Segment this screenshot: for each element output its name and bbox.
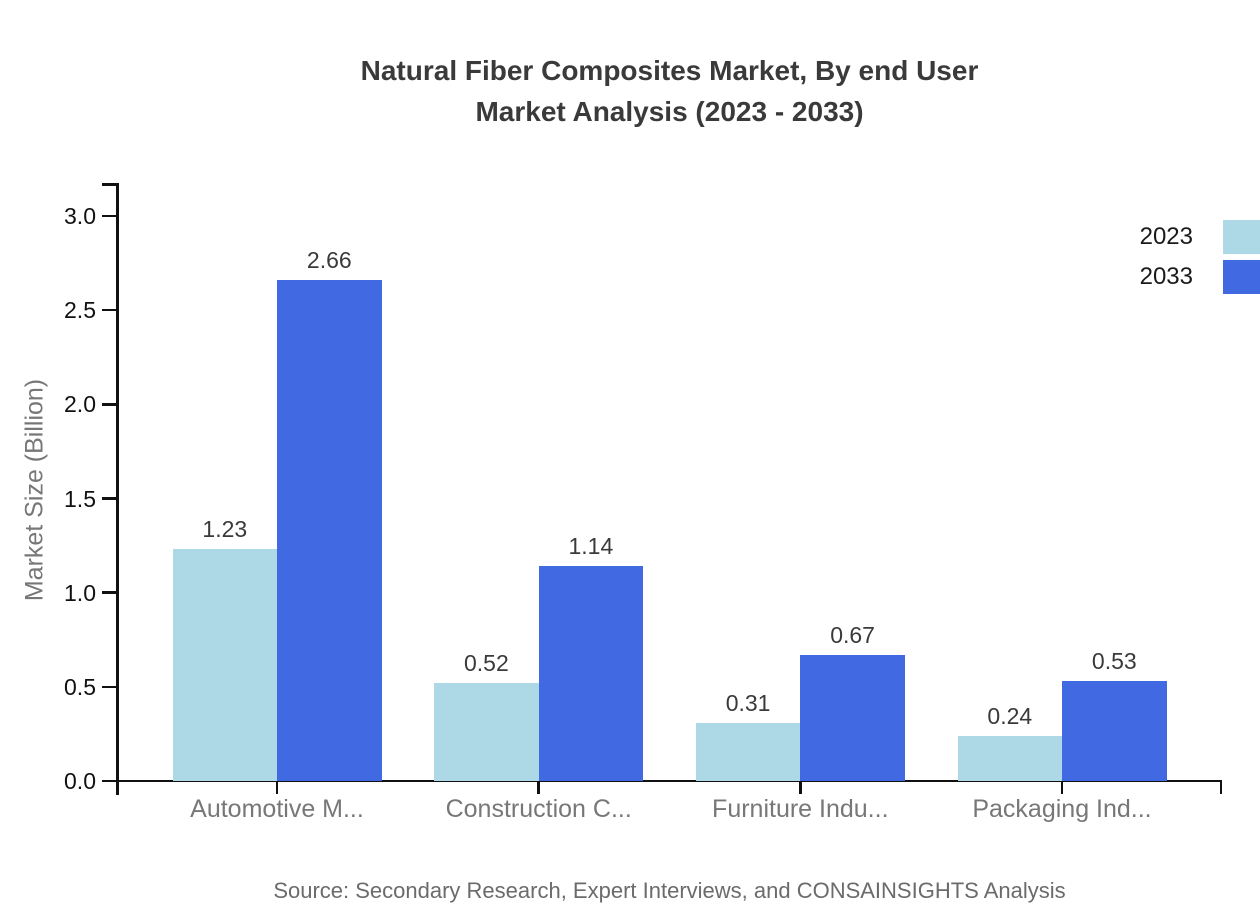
- y-axis-spine: [116, 183, 119, 795]
- x-tick-group2: [537, 782, 540, 794]
- x-category-label-3: Furniture Indu...: [712, 795, 889, 823]
- chart-title: Natural Fiber Composites Market, By end …: [118, 50, 1221, 132]
- legend-swatch-2023: [1223, 220, 1260, 254]
- x-category-label-1: Automotive M...: [190, 795, 364, 823]
- legend: 2023 2033: [1140, 220, 1260, 294]
- y-tick-label-2.5: 2.5: [64, 297, 96, 324]
- x-tick-group3: [799, 782, 802, 794]
- y-tick-label-0.0: 0.0: [64, 768, 96, 794]
- x-axis-right-cap: [1219, 781, 1222, 794]
- chart-title-line1: Natural Fiber Composites Market, By end …: [360, 55, 979, 86]
- chart-title-line2: Market Analysis (2023 - 2033): [475, 96, 864, 127]
- source-note: Source: Secondary Research, Expert Inter…: [273, 878, 1066, 903]
- legend-item-2033: 2033: [1140, 260, 1260, 294]
- bar-value-2023-group4: 0.24: [987, 702, 1033, 729]
- bar-value-2033-group2: 1.14: [568, 533, 614, 560]
- bar-value-2023-group1: 1.23: [202, 516, 248, 543]
- y-tick-3.0: [102, 214, 116, 218]
- legend-item-2023: 2023: [1140, 220, 1260, 254]
- legend-label-2023: 2023: [1139, 223, 1193, 250]
- y-tick-label-3.0: 3.0: [64, 203, 96, 229]
- bar-2033-group3: [800, 654, 905, 781]
- bar-value-2023-group3: 0.31: [725, 689, 771, 716]
- y-tick-label-1.0: 1.0: [64, 579, 96, 606]
- x-tick-group4: [1060, 782, 1064, 794]
- y-tick-0.5: [102, 685, 116, 689]
- bar-2033-group1: [277, 280, 382, 781]
- legend-swatch-2033: [1223, 260, 1260, 294]
- bar-2033-group4: [1062, 681, 1167, 781]
- x-category-label-2: Construction C...: [445, 795, 632, 823]
- bar-value-2033-group3: 0.67: [830, 621, 875, 648]
- y-tick-label-0.5: 0.5: [64, 673, 96, 700]
- y-tick-1.0: [102, 591, 116, 594]
- bar-2023-group3: [695, 722, 801, 781]
- y-tick-2.5: [102, 308, 116, 312]
- bar-2023-group4: [957, 735, 1062, 781]
- y-axis-top-cap: [102, 183, 116, 186]
- x-tick-group1: [275, 782, 279, 794]
- x-category-label-4: Packaging Ind...: [972, 795, 1152, 823]
- bar-value-2033-group4: 0.53: [1091, 648, 1137, 675]
- bar-value-2023-group2: 0.52: [464, 650, 509, 677]
- y-tick-label-1.5: 1.5: [64, 485, 96, 512]
- bar-2033-group2: [538, 566, 644, 781]
- y-tick-2.0: [102, 403, 116, 406]
- y-tick-label-2.0: 2.0: [64, 391, 96, 418]
- x-axis-spine: [116, 779, 1222, 782]
- bar-2023-group1: [172, 549, 277, 782]
- y-tick-0.0: [102, 779, 116, 783]
- bar-2023-group2: [434, 683, 539, 781]
- y-tick-1.5: [102, 497, 116, 500]
- legend-label-2033: 2033: [1139, 263, 1193, 290]
- bar-value-2033-group1: 2.66: [306, 247, 352, 273]
